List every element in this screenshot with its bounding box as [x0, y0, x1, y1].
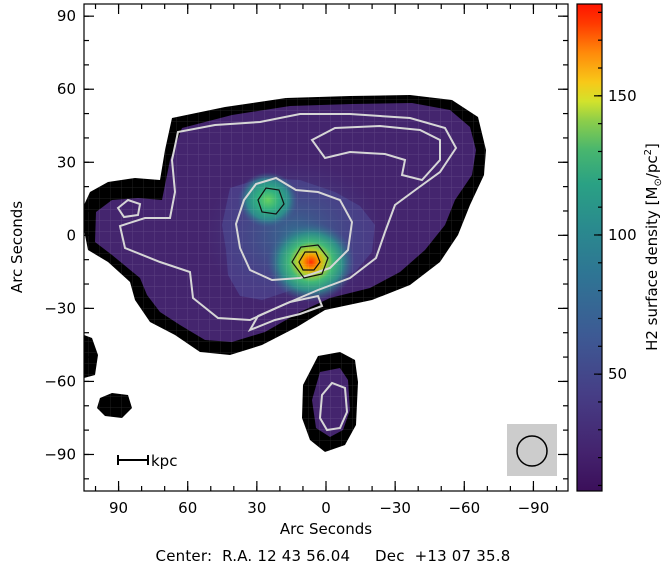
contour-peak-b: [257, 187, 285, 215]
beam-box: [507, 424, 557, 476]
colorbar-tick-labels: 50 100 150: [608, 87, 637, 383]
y-axis-title: Arc Seconds: [8, 201, 26, 293]
x-tick-label: −60: [448, 499, 480, 517]
x-tick-label: −30: [379, 499, 411, 517]
x-tick-label: 90: [109, 499, 128, 517]
contour-ne: [310, 124, 441, 182]
colorbar-tick-label: 150: [608, 87, 637, 105]
axis-ticks: [84, 4, 568, 491]
contour-peak-a2: [298, 251, 321, 271]
x-tick-label: 30: [247, 499, 266, 517]
grid-overlay: [84, 4, 568, 491]
surface-density-map: kpc: [84, 4, 568, 491]
contour-sw: [247, 294, 324, 332]
contours: [116, 113, 458, 432]
center-coordinates: Center: R.A. 12 43 56.04 Dec +13 07 35.8: [155, 547, 511, 565]
y-tick-label: 90: [57, 7, 76, 25]
contour-inner: [234, 176, 354, 282]
contour-peak-a: [291, 244, 329, 279]
y-tick-label: −60: [44, 372, 76, 390]
y-tick-label: 30: [57, 153, 76, 171]
colorbar-tick-label: 100: [608, 226, 637, 244]
colorbar-title: H2 surface density [M⊙/pc2]: [643, 143, 664, 351]
scale-bar-label: kpc: [151, 452, 177, 470]
y-tick-label: −30: [44, 299, 76, 317]
x-tick-label: 0: [321, 499, 331, 517]
x-tick-label: 60: [178, 499, 197, 517]
beam-circle: [516, 435, 548, 467]
y-tick-label: 0: [66, 226, 76, 244]
contour-south: [318, 381, 349, 432]
colorbar-ticks: [594, 11, 602, 487]
scale-bar: [117, 455, 149, 465]
y-tick-label: 60: [57, 80, 76, 98]
colorbar: [576, 3, 603, 492]
axis-tick-labels: 90 60 30 0 −30 −60 −90 90 60 30 0 −30 −60 −90: [44, 7, 549, 517]
x-tick-label: −90: [518, 499, 550, 517]
peak-contours: [257, 187, 329, 279]
y-tick-label: −90: [44, 445, 76, 463]
colorbar-tick-label: 50: [608, 365, 627, 383]
contour-small: [116, 198, 142, 219]
x-axis-title: Arc Seconds: [280, 520, 372, 538]
contour-outer: [118, 113, 458, 322]
